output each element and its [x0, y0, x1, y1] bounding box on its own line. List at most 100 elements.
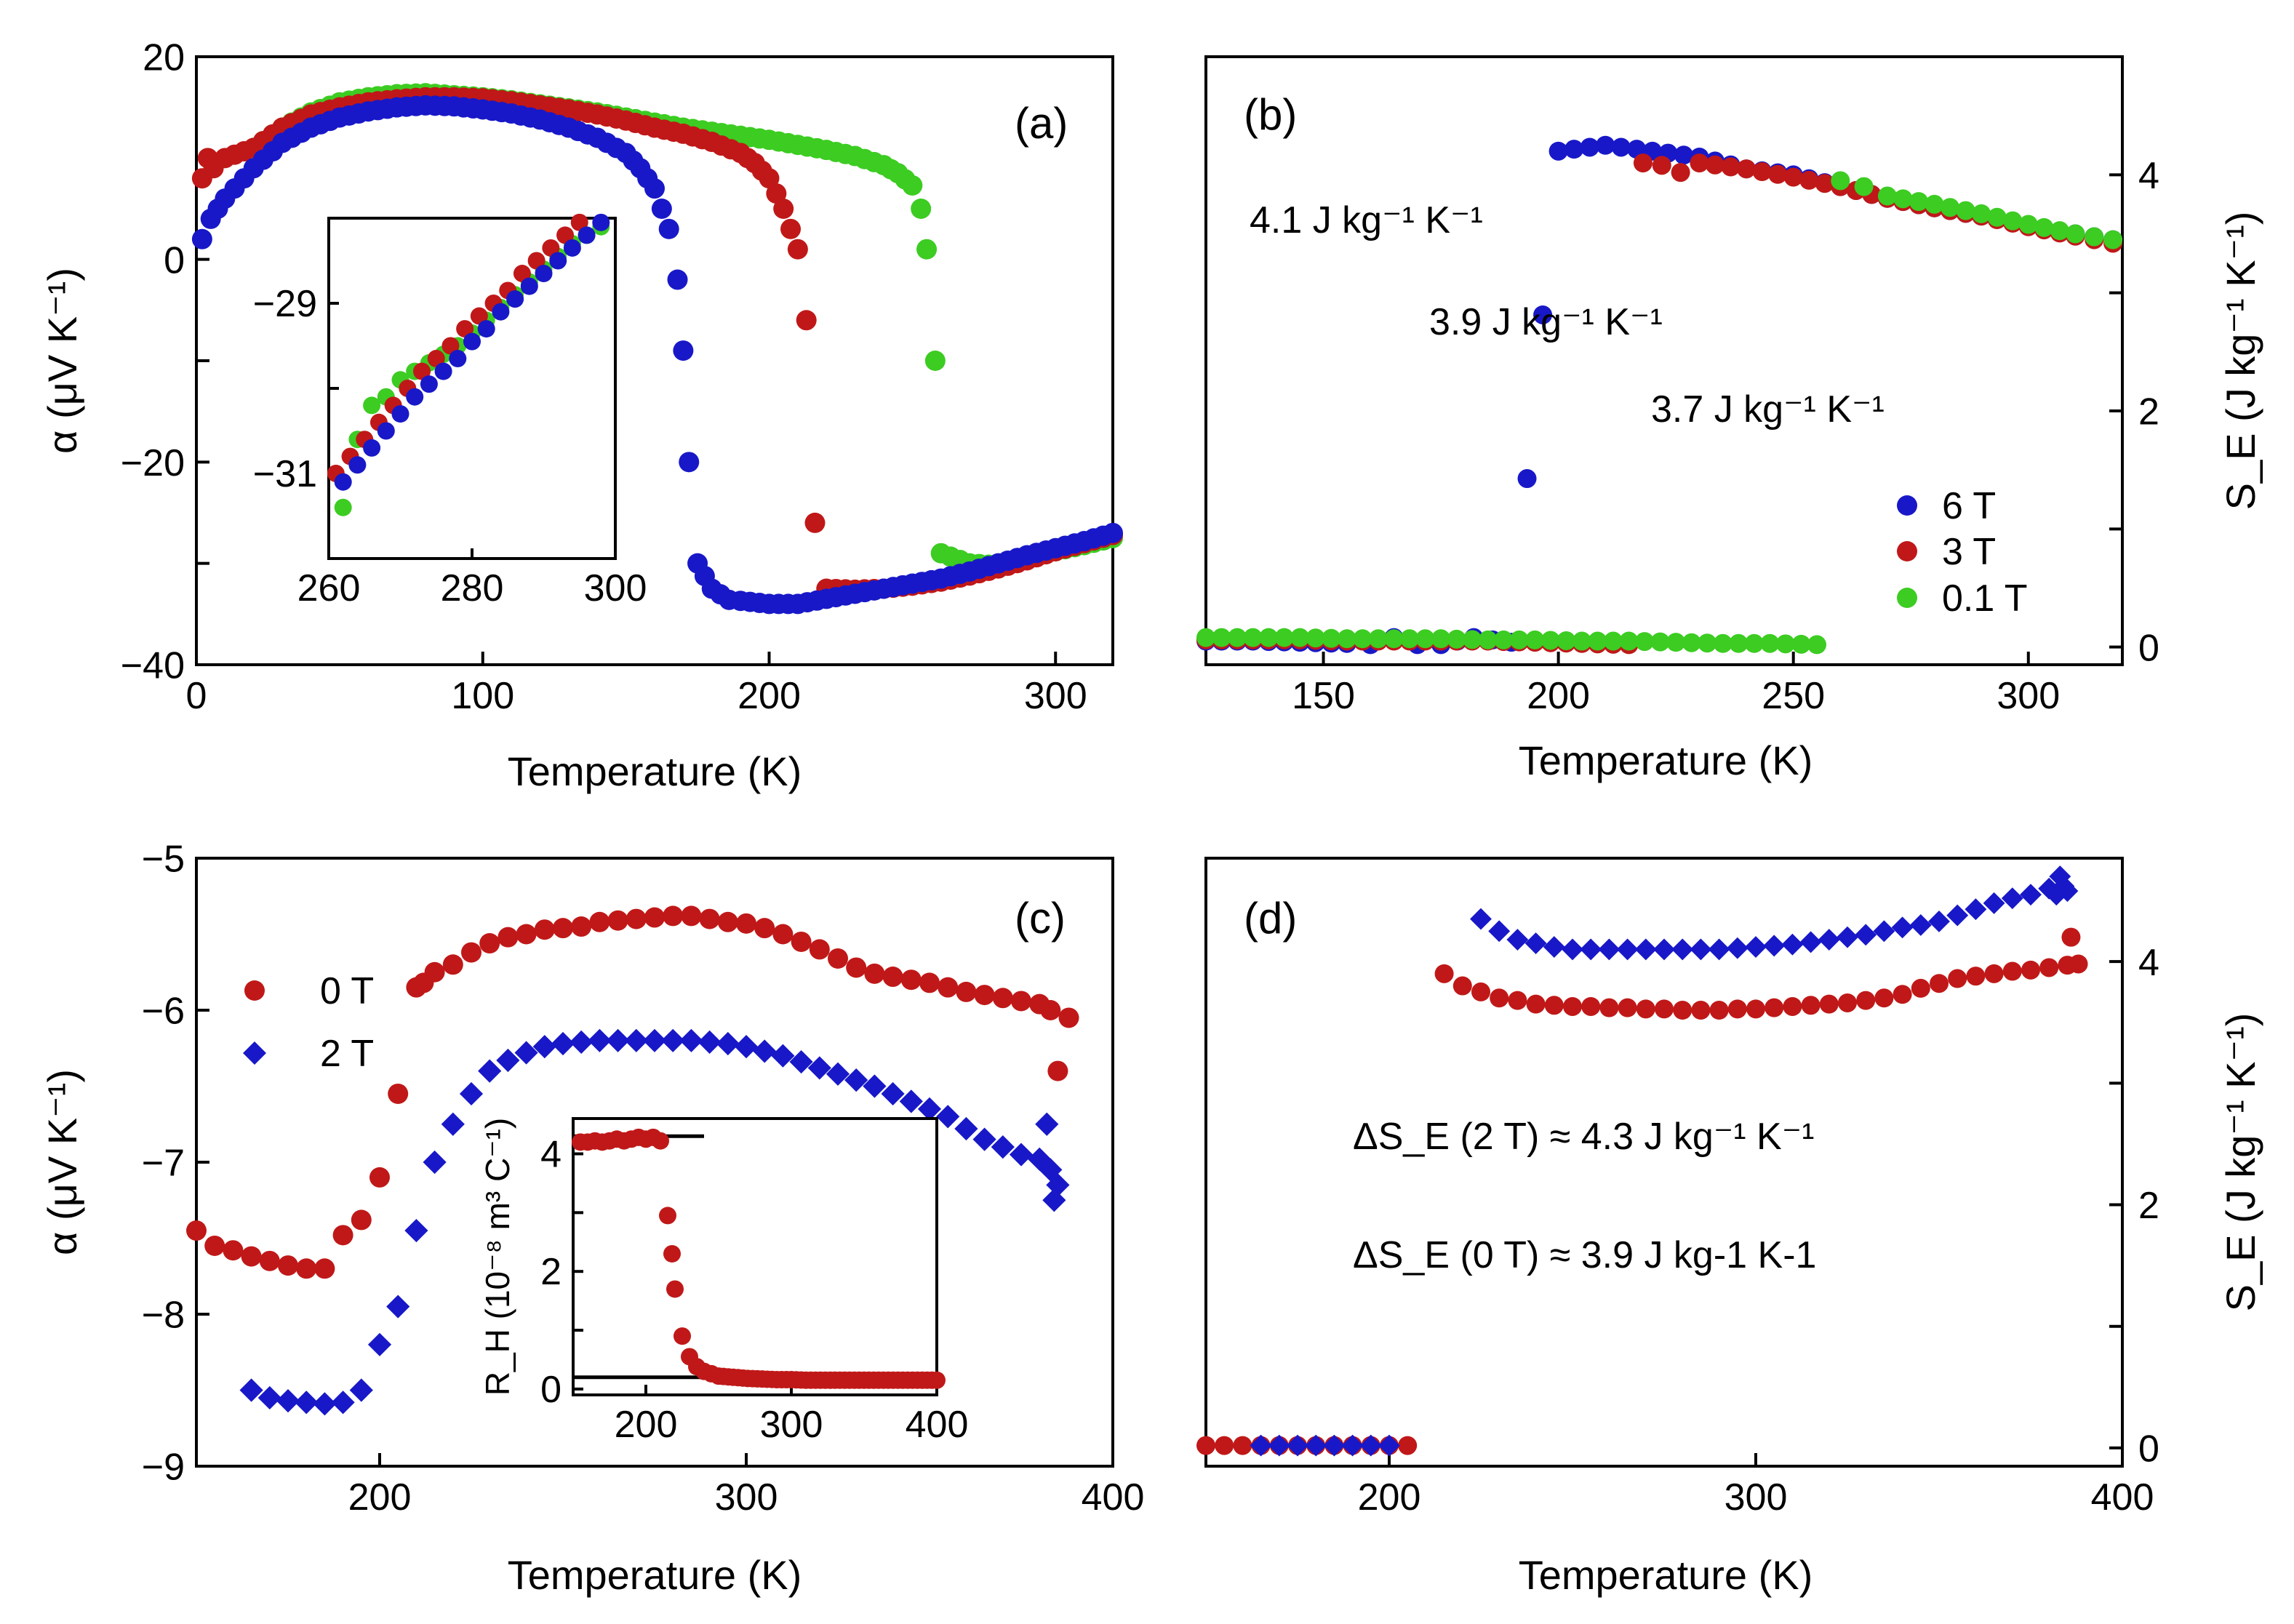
x-tick-label: 260 — [297, 567, 361, 609]
y-tick-label: −8 — [142, 1295, 185, 1337]
point-0t — [772, 924, 794, 945]
point-2t — [954, 1116, 978, 1141]
panel-d-ylabel: S_E (J kg⁻¹ K⁻¹) — [2218, 1013, 2263, 1312]
legend-marker-6t — [1897, 495, 1917, 516]
point-0t — [1984, 964, 2004, 983]
point-01t — [1478, 630, 1498, 649]
x-tick-label: 300 — [1725, 1476, 1788, 1519]
point-2t — [606, 1028, 630, 1052]
panel-a-ylabel: α (μV K⁻¹) — [39, 268, 85, 454]
point-3t — [1721, 157, 1741, 177]
point-2t — [661, 1028, 685, 1052]
panel-d: 200 300 400 0 2 4 (d) Temperature (K) S_E (J … — [1196, 857, 2263, 1598]
point-0t — [479, 933, 500, 954]
point-01t — [1854, 177, 1874, 196]
point-0t — [864, 963, 885, 984]
point-0t — [1563, 996, 1582, 1016]
point-01t — [1322, 628, 1341, 648]
point-0t — [607, 910, 628, 931]
point-6t — [644, 178, 665, 199]
legend-marker-0t — [244, 980, 265, 1001]
point-6t — [420, 375, 438, 393]
x-tick-label: 300 — [1997, 675, 2060, 717]
point-0t — [919, 972, 940, 993]
point-0t — [1058, 1007, 1079, 1028]
point-01t — [1431, 629, 1451, 649]
point-3t — [1799, 170, 1819, 190]
point-01t — [902, 175, 923, 196]
point-3t — [556, 226, 575, 244]
panel-c-ylabel: α (μV K⁻¹) — [39, 1069, 85, 1255]
point-3t — [759, 168, 780, 189]
point-2t — [2056, 880, 2079, 903]
point-2t — [642, 1028, 667, 1052]
point-3t — [773, 199, 794, 219]
legend-label-0t: 0 T — [320, 970, 374, 1012]
point-0t — [497, 927, 519, 948]
panel-a-inset-bg — [329, 218, 615, 559]
point-0t — [1783, 996, 1802, 1016]
point-6t — [492, 303, 510, 321]
panel-b-legend: 6 T 3 T 0.1 T — [1897, 485, 2028, 620]
point-01t — [1509, 630, 1529, 649]
point-rh — [659, 1207, 676, 1225]
y-tick-label: 0 — [2138, 1428, 2159, 1471]
point-0t — [882, 967, 903, 988]
point-0t — [828, 948, 848, 969]
point-2t — [569, 1030, 594, 1054]
point-0t — [442, 954, 463, 975]
point-2t — [1506, 929, 1529, 951]
point-01t — [1588, 631, 1607, 651]
point-01t — [1604, 631, 1623, 651]
point-0t — [1673, 1001, 1692, 1020]
point-01t — [1956, 201, 1975, 220]
point-2t — [1287, 1434, 1308, 1457]
point-3t — [780, 218, 802, 239]
point-01t — [2018, 215, 2038, 234]
point-0t — [1655, 999, 1674, 1019]
legend-label-01t: 0.1 T — [1942, 577, 2028, 620]
point-6t — [1596, 135, 1615, 155]
point-6t — [477, 320, 495, 338]
legend-marker-01t — [1897, 588, 1917, 608]
point-rh — [666, 1280, 684, 1298]
point-0t — [1838, 993, 1857, 1012]
point-2t — [1046, 1173, 1070, 1197]
point-01t — [1987, 207, 2007, 227]
panel-c-inset-bg — [573, 1119, 937, 1395]
point-0t — [1508, 991, 1527, 1010]
x-tick-label: 200 — [1358, 1476, 1421, 1519]
panel-b-annotation-3t: 3.9 J kg⁻¹ K⁻¹ — [1429, 301, 1663, 343]
point-0t — [1040, 1000, 1061, 1020]
point-2t — [478, 1059, 502, 1083]
point-0t — [1819, 994, 1839, 1014]
point-2t — [807, 1056, 831, 1080]
point-0t — [1233, 1436, 1252, 1455]
point-6t — [1674, 145, 1693, 165]
point-2t — [588, 1028, 612, 1052]
point-2t — [1946, 904, 1969, 927]
point-01t — [1540, 631, 1560, 650]
point-6t — [1564, 140, 1584, 159]
x-tick-label: 200 — [615, 1404, 678, 1446]
point-0t — [1599, 998, 1619, 1017]
point-3t — [1815, 174, 1834, 193]
point-2t — [459, 1081, 484, 1106]
point-0t — [1966, 967, 1986, 986]
point-2t — [1580, 938, 1602, 961]
point-01t — [1650, 632, 1670, 652]
point-0t — [1948, 969, 1967, 988]
point-01t — [1877, 186, 1897, 206]
point-01t — [1212, 628, 1231, 647]
point-01t — [1556, 631, 1576, 650]
point-2t — [1634, 938, 1657, 961]
point-rh — [674, 1327, 691, 1345]
panel-d-annotation-2t: ΔS_E (2 T) ≈ 4.3 J kg⁻¹ K⁻¹ — [1353, 1116, 1815, 1158]
panel-b: 150 200 250 300 0 2 4 (b) Temperature (K) S_E … — [1196, 55, 2263, 783]
point-0t — [223, 1240, 244, 1261]
point-6t — [463, 332, 481, 351]
panel-b-annotation-6t: 4.1 J kg⁻¹ K⁻¹ — [1250, 199, 1483, 241]
point-2t — [313, 1392, 337, 1416]
point-0t — [2061, 927, 2081, 947]
point-0t — [1471, 982, 1490, 1001]
